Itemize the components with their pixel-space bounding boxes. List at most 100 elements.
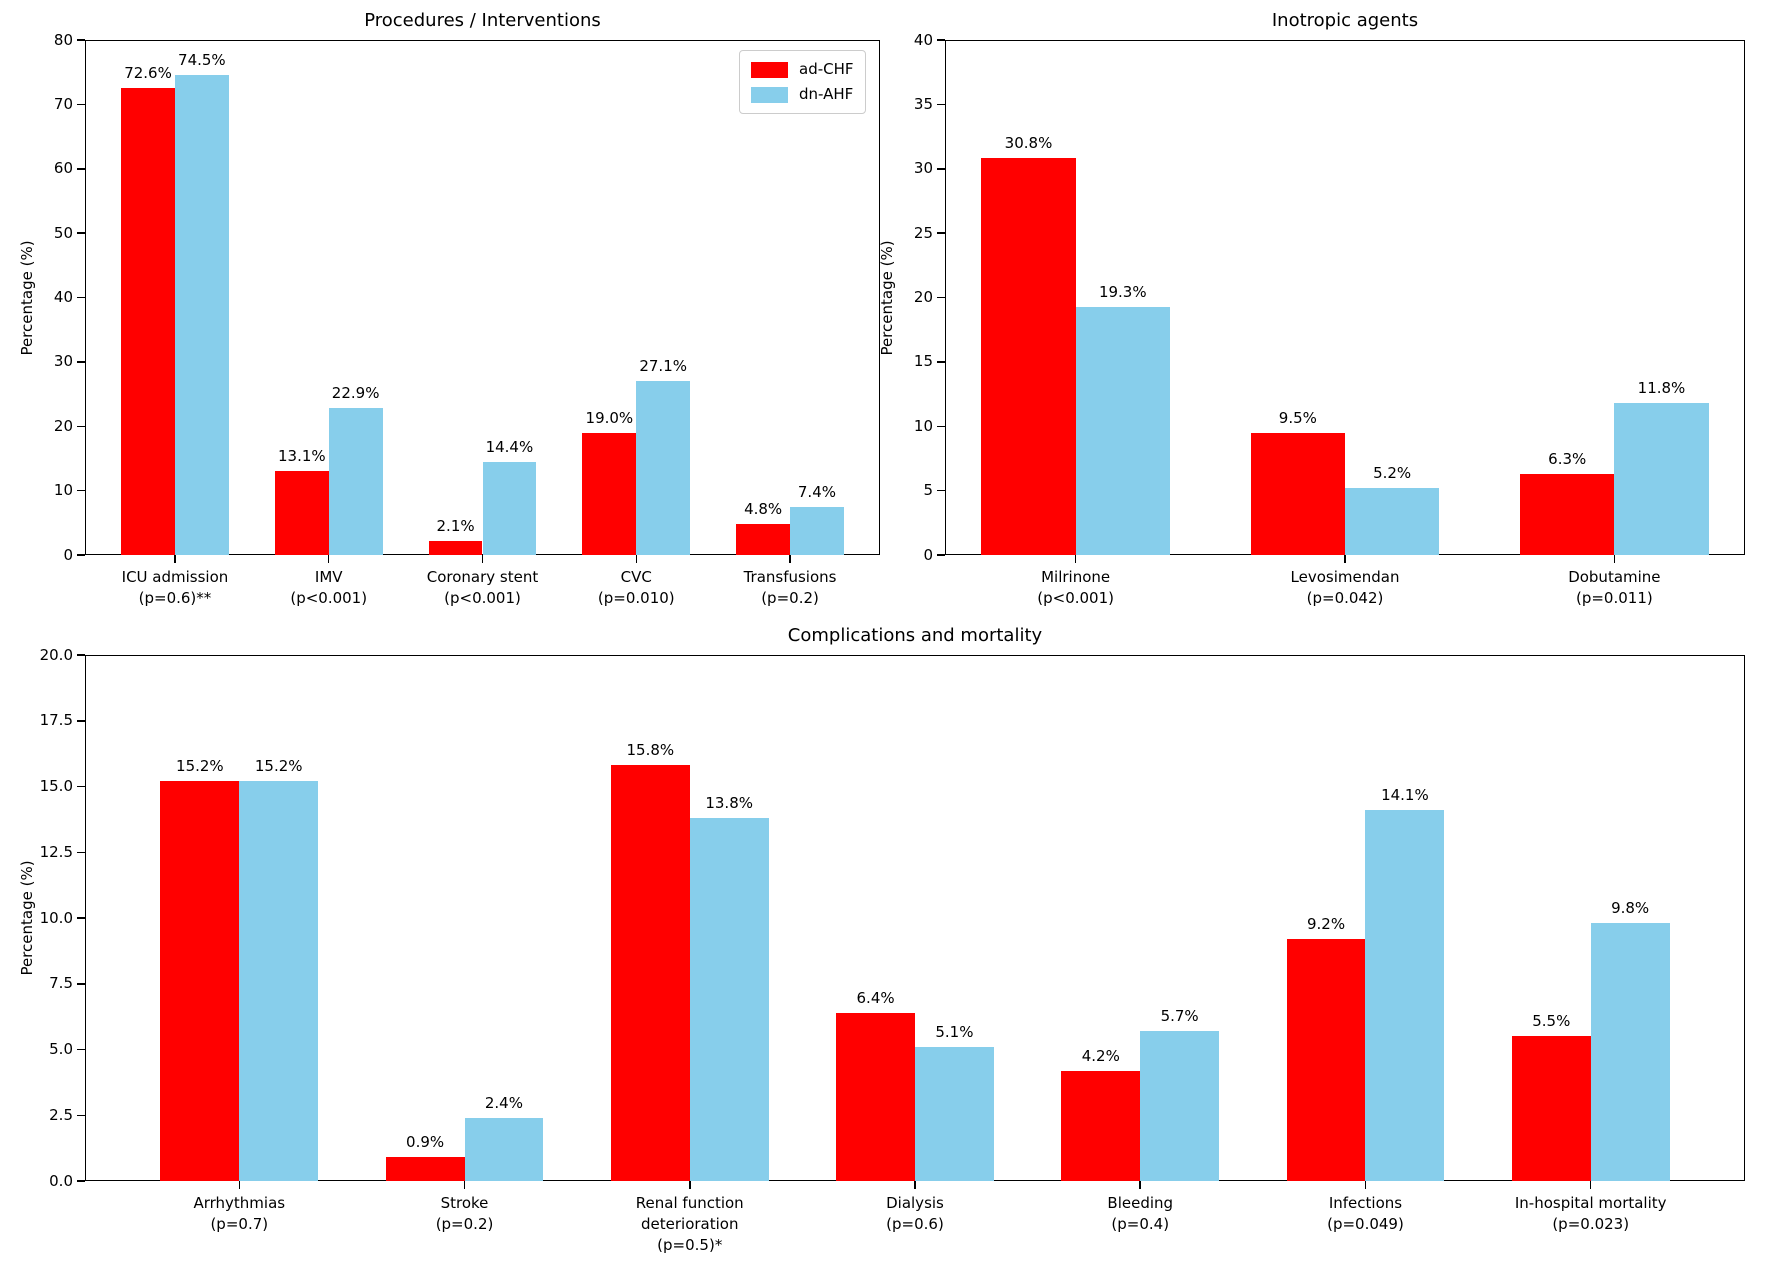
x-tick xyxy=(1344,555,1346,563)
x-category-label: Levosimendan (p=0.042) xyxy=(1215,567,1475,609)
bar-value-label: 4.8% xyxy=(744,500,783,519)
x-category-label-line: (p=0.6)** xyxy=(138,589,212,607)
y-tick-label: 15.0 xyxy=(39,777,73,795)
bar-dn-ahf xyxy=(464,1117,544,1181)
bar-dn-ahf xyxy=(915,1046,994,1181)
bar-ad-chf xyxy=(582,432,637,555)
x-category-label: Arrhythmias (p=0.7) xyxy=(109,1193,369,1235)
x-tick xyxy=(635,555,638,563)
x-category-label-line: (p=0.2) xyxy=(761,589,819,607)
x-tick xyxy=(238,1181,241,1189)
chart-inotropic-agents: Inotropic agents Percentage (%) 0 5 10 15 20 25… xyxy=(878,0,1772,633)
bar-ad-chf xyxy=(1286,939,1366,1181)
bar-value-label: 15.2% xyxy=(176,757,224,776)
bar-dn-ahf xyxy=(1590,923,1670,1181)
bar-dn-ahf xyxy=(790,507,844,555)
x-tick xyxy=(1364,1181,1367,1189)
x-category-label-line: Coronary stent xyxy=(426,568,539,586)
x-category-label-line: ICU admission xyxy=(121,568,229,586)
y-tick-label: 15 xyxy=(913,352,933,371)
y-tick xyxy=(77,554,85,556)
bar-dn-ahf xyxy=(636,380,691,555)
y-tick-label: 0.0 xyxy=(49,1171,73,1190)
x-category-label-line: (p<0.001) xyxy=(1037,589,1114,607)
bar-dn-ahf xyxy=(1614,403,1709,555)
y-tick xyxy=(937,103,945,106)
y-tick xyxy=(77,654,85,656)
bar-ad-chf xyxy=(121,87,175,555)
y-tick xyxy=(77,983,85,985)
x-tick xyxy=(1589,1181,1592,1189)
x-category-label-line: Renal function xyxy=(635,1194,744,1212)
x-category-label: Transfusions (p=0.2) xyxy=(660,567,920,609)
y-tick-label: 5.0 xyxy=(49,1040,73,1058)
y-tick xyxy=(77,232,85,234)
y-tick-label: 35 xyxy=(913,94,933,113)
bar-value-label: 14.1% xyxy=(1381,786,1429,805)
x-category-label-line: (p=0.6) xyxy=(886,1215,944,1233)
legend-swatch-dn-ahf xyxy=(751,86,788,103)
x-category-label-line: (p=0.4) xyxy=(1111,1215,1170,1233)
x-tick xyxy=(481,555,484,563)
bar-dn-ahf xyxy=(482,462,537,555)
y-tick-label: 0 xyxy=(63,545,73,564)
x-category-label: Stroke (p=0.2) xyxy=(335,1193,595,1235)
y-tick-label: 7.5 xyxy=(49,974,73,993)
bar-value-label: 15.8% xyxy=(626,741,675,760)
y-tick xyxy=(937,232,945,234)
bar-ad-chf xyxy=(981,158,1076,555)
legend-label: dn-AHF xyxy=(799,85,854,103)
y-tick-label: 30 xyxy=(913,159,933,178)
bar-dn-ahf xyxy=(1140,1031,1220,1181)
x-tick xyxy=(327,555,330,563)
y-tick xyxy=(77,1114,85,1116)
x-category-label-line: (p=0.049) xyxy=(1327,1215,1404,1233)
bar-value-label: 9.5% xyxy=(1278,408,1317,427)
y-tick xyxy=(937,489,945,492)
y-tick xyxy=(77,851,85,853)
y-tick-label: 70 xyxy=(53,94,73,113)
x-category-label-line: Bleeding xyxy=(1107,1194,1174,1212)
bar-value-label: 5.2% xyxy=(1373,464,1412,483)
bar-value-label: 2.1% xyxy=(436,517,475,536)
x-category-label-line: Levosimendan xyxy=(1290,568,1400,586)
y-tick xyxy=(77,1048,85,1051)
bar-dn-ahf xyxy=(174,75,229,555)
bar-value-label: 13.8% xyxy=(705,794,753,813)
y-tick-label: 25 xyxy=(913,223,933,242)
bar-dn-ahf xyxy=(689,818,769,1181)
x-tick xyxy=(789,555,791,563)
x-category-label: Dialysis (p=0.6) xyxy=(785,1193,1045,1235)
y-tick-label: 60 xyxy=(53,159,73,178)
y-tick xyxy=(77,39,85,41)
bar-value-label: 27.1% xyxy=(639,356,687,375)
y-tick xyxy=(77,720,85,722)
bar-ad-chf xyxy=(160,781,240,1181)
bar-ad-chf xyxy=(428,541,483,555)
y-tick-label: 20 xyxy=(53,416,73,435)
bar-value-label: 7.4% xyxy=(797,483,836,502)
y-tick-label: 0 xyxy=(923,545,933,564)
bar-value-label: 9.2% xyxy=(1306,915,1346,934)
bar-ad-chf xyxy=(1511,1036,1591,1181)
x-tick xyxy=(174,555,176,563)
y-tick-label: 5 xyxy=(923,481,933,500)
x-category-label-line: Arrhythmias xyxy=(193,1194,286,1212)
bar-value-label: 11.8% xyxy=(1637,379,1686,398)
x-category-label: Infections (p=0.049) xyxy=(1235,1193,1495,1235)
legend-label: ad-CHF xyxy=(799,60,854,78)
bar-ad-chf xyxy=(1250,432,1345,555)
x-category-label-line: IMV xyxy=(314,568,343,586)
bar-value-label: 22.9% xyxy=(331,383,380,402)
legend-entry: ad-CHF xyxy=(751,61,854,78)
bar-value-label: 72.6% xyxy=(124,63,172,82)
y-tick xyxy=(937,168,945,170)
chart-title: Complications and mortality xyxy=(787,625,1043,646)
x-category-label-line: (p=0.2) xyxy=(435,1215,494,1233)
y-tick-label: 10 xyxy=(53,481,73,500)
bar-dn-ahf xyxy=(1345,488,1440,555)
y-tick-label: 40 xyxy=(913,30,933,49)
chart-procedures-interventions: Procedures / Interventions Percentage (%)… xyxy=(0,0,886,633)
chart-title: Procedures / Interventions xyxy=(364,10,601,31)
bar-value-label: 13.1% xyxy=(277,446,326,465)
